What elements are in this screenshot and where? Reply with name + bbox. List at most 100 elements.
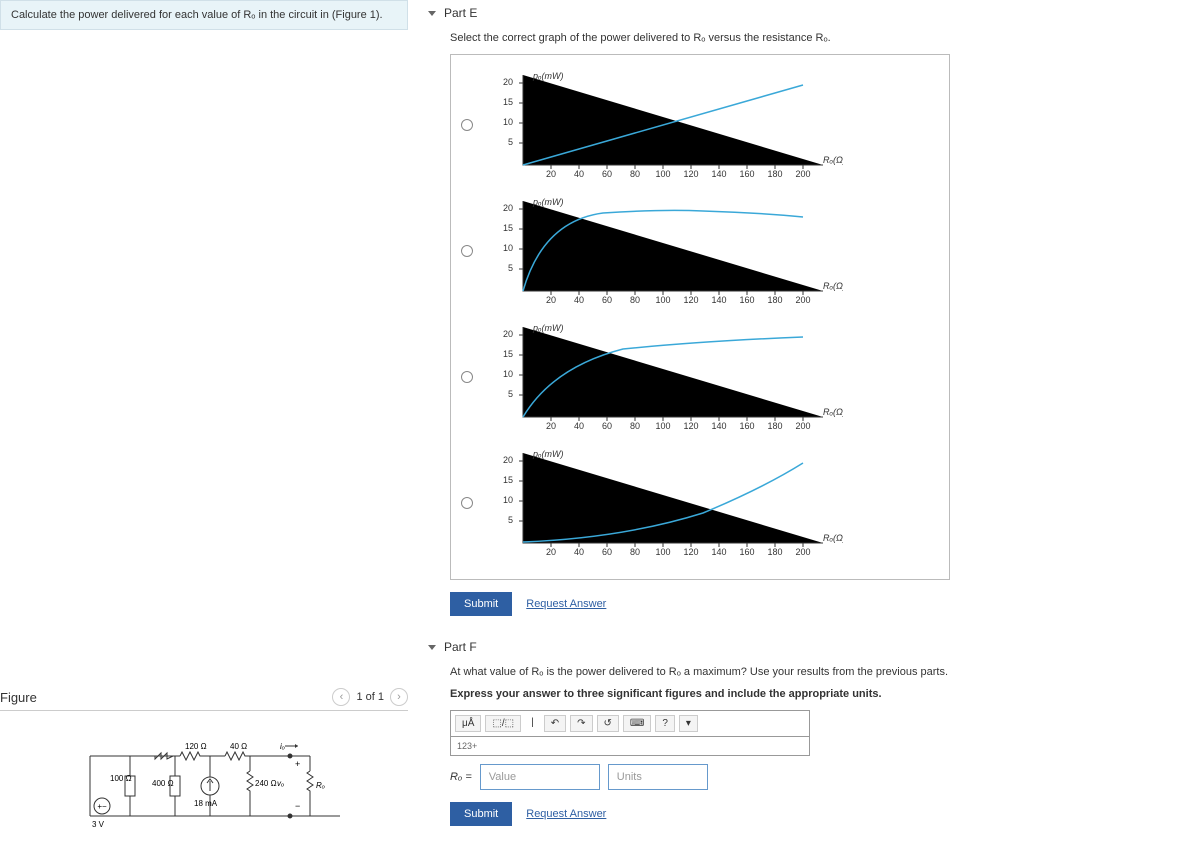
svg-text:80: 80 xyxy=(630,421,640,431)
svg-text:10: 10 xyxy=(503,495,513,505)
svg-text:140: 140 xyxy=(711,169,726,179)
toolbar-redo-button[interactable]: ↷ xyxy=(570,715,592,732)
svg-text:160: 160 xyxy=(739,295,754,305)
svg-text:120: 120 xyxy=(683,547,698,557)
svg-text:100: 100 xyxy=(655,295,670,305)
svg-text:15: 15 xyxy=(503,475,513,485)
toolbar-templates-button[interactable]: μÅ xyxy=(455,715,481,732)
part-e-section: Part E Select the correct graph of the p… xyxy=(428,0,1180,616)
circuit-diagram: +− 100 Ω 3 V 120 Ω 40 Ω 400 Ω 18 mA 240 … xyxy=(80,731,368,844)
svg-text:80: 80 xyxy=(630,295,640,305)
svg-text:vₒ: vₒ xyxy=(277,779,284,788)
graph-option-3[interactable]: 20 15 10 5 20 40 60 80 100 120 140 xyxy=(461,317,939,437)
part-f-instruction: Express your answer to three significant… xyxy=(450,688,1180,700)
figure-section: Figure ‹ 1 of 1 › xyxy=(0,668,408,844)
toolbar-help-button[interactable]: ? xyxy=(655,715,675,732)
graph-option-1[interactable]: 20 15 10 5 20 40 60 80 100 120 140 xyxy=(461,65,939,185)
figure-pager: 1 of 1 xyxy=(356,691,384,703)
figure-next-button[interactable]: › xyxy=(390,688,408,706)
svg-text:40: 40 xyxy=(574,295,584,305)
svg-text:60: 60 xyxy=(602,421,612,431)
svg-text:−: − xyxy=(295,801,300,811)
radio-3[interactable] xyxy=(461,371,473,383)
svg-text:pₒ(mW): pₒ(mW) xyxy=(532,197,564,207)
part-e-submit-button[interactable]: Submit xyxy=(450,592,512,616)
answer-label: Rₒ = xyxy=(450,771,472,783)
toolbar-more-button[interactable]: ▾ xyxy=(679,715,698,732)
answer-toolbar: μÅ ⬚/⬚ | ↶ ↷ ↺ ⌨ ? ▾ xyxy=(450,710,810,737)
svg-text:5: 5 xyxy=(508,515,513,525)
figure-title: Figure xyxy=(0,690,37,705)
svg-text:+−: +− xyxy=(97,802,107,811)
svg-text:pₒ(mW): pₒ(mW) xyxy=(532,323,564,333)
svg-text:200: 200 xyxy=(795,295,810,305)
svg-text:100: 100 xyxy=(655,169,670,179)
svg-text:Rₒ(Ω): Rₒ(Ω) xyxy=(823,407,843,417)
svg-text:240 Ω: 240 Ω xyxy=(255,779,277,788)
radio-4[interactable] xyxy=(461,497,473,509)
part-f-section: Part F At what value of Rₒ is the power … xyxy=(428,634,1180,826)
graph-options-group: 20 15 10 5 20 40 60 80 100 120 140 xyxy=(450,54,950,580)
part-f-request-answer-link[interactable]: Request Answer xyxy=(526,808,606,820)
svg-text:pₒ(mW): pₒ(mW) xyxy=(532,71,564,81)
svg-text:80: 80 xyxy=(630,169,640,179)
svg-text:Rₒ(Ω): Rₒ(Ω) xyxy=(823,281,843,291)
prompt-text: Calculate the power delivered for each v… xyxy=(11,9,383,21)
svg-text:60: 60 xyxy=(602,547,612,557)
graph-option-2[interactable]: 20 15 10 5 20 40 60 80 100 120 140 xyxy=(461,191,939,311)
toolbar-reset-button[interactable]: ↺ xyxy=(597,715,619,732)
part-e-header[interactable]: Part E xyxy=(428,0,1180,26)
radio-2[interactable] xyxy=(461,245,473,257)
figure-prev-button[interactable]: ‹ xyxy=(332,688,350,706)
svg-text:200: 200 xyxy=(795,169,810,179)
svg-text:140: 140 xyxy=(711,421,726,431)
svg-text:20: 20 xyxy=(503,329,513,339)
part-f-title: Part F xyxy=(444,640,477,654)
svg-text:200: 200 xyxy=(795,547,810,557)
svg-text:40: 40 xyxy=(574,169,584,179)
toolbar-undo-button[interactable]: ↶ xyxy=(544,715,566,732)
collapse-icon xyxy=(428,11,436,16)
svg-text:100: 100 xyxy=(655,421,670,431)
svg-text:120: 120 xyxy=(683,421,698,431)
svg-text:20: 20 xyxy=(546,421,556,431)
svg-text:160: 160 xyxy=(739,169,754,179)
svg-text:120 Ω: 120 Ω xyxy=(185,742,207,751)
svg-text:Rₒ(Ω): Rₒ(Ω) xyxy=(823,533,843,543)
svg-text:140: 140 xyxy=(711,547,726,557)
toolbar-keyboard-button[interactable]: ⌨ xyxy=(623,715,651,732)
part-f-question: At what value of Rₒ is the power deliver… xyxy=(450,666,1180,678)
svg-text:Rₒ(Ω): Rₒ(Ω) xyxy=(823,155,843,165)
svg-text:180: 180 xyxy=(767,295,782,305)
svg-text:10: 10 xyxy=(503,243,513,253)
svg-text:40 Ω: 40 Ω xyxy=(230,742,247,751)
collapse-icon xyxy=(428,645,436,650)
svg-text:180: 180 xyxy=(767,169,782,179)
part-e-question: Select the correct graph of the power de… xyxy=(450,32,1180,44)
svg-text:18 mA: 18 mA xyxy=(194,799,218,808)
part-f-header[interactable]: Part F xyxy=(428,634,1180,660)
units-input[interactable]: Units xyxy=(608,764,708,790)
svg-text:80: 80 xyxy=(630,547,640,557)
part-e-title: Part E xyxy=(444,6,477,20)
svg-text:iₒ: iₒ xyxy=(280,742,285,751)
svg-text:180: 180 xyxy=(767,547,782,557)
svg-text:40: 40 xyxy=(574,547,584,557)
svg-text:15: 15 xyxy=(503,97,513,107)
part-e-request-answer-link[interactable]: Request Answer xyxy=(526,598,606,610)
svg-text:3 V: 3 V xyxy=(92,820,105,829)
svg-text:120: 120 xyxy=(683,295,698,305)
svg-text:15: 15 xyxy=(503,349,513,359)
svg-text:20: 20 xyxy=(503,77,513,87)
svg-text:400 Ω: 400 Ω xyxy=(152,779,174,788)
value-input[interactable]: Value xyxy=(480,764,600,790)
toolbar-fraction-button[interactable]: ⬚/⬚ xyxy=(485,715,521,732)
svg-text:20: 20 xyxy=(503,203,513,213)
svg-text:20: 20 xyxy=(503,455,513,465)
svg-text:20: 20 xyxy=(546,169,556,179)
svg-text:100 Ω: 100 Ω xyxy=(110,774,132,783)
graph-option-4[interactable]: 20 15 10 5 20 40 60 80 100 120 140 xyxy=(461,443,939,563)
svg-text:10: 10 xyxy=(503,369,513,379)
radio-1[interactable] xyxy=(461,119,473,131)
part-f-submit-button[interactable]: Submit xyxy=(450,802,512,826)
